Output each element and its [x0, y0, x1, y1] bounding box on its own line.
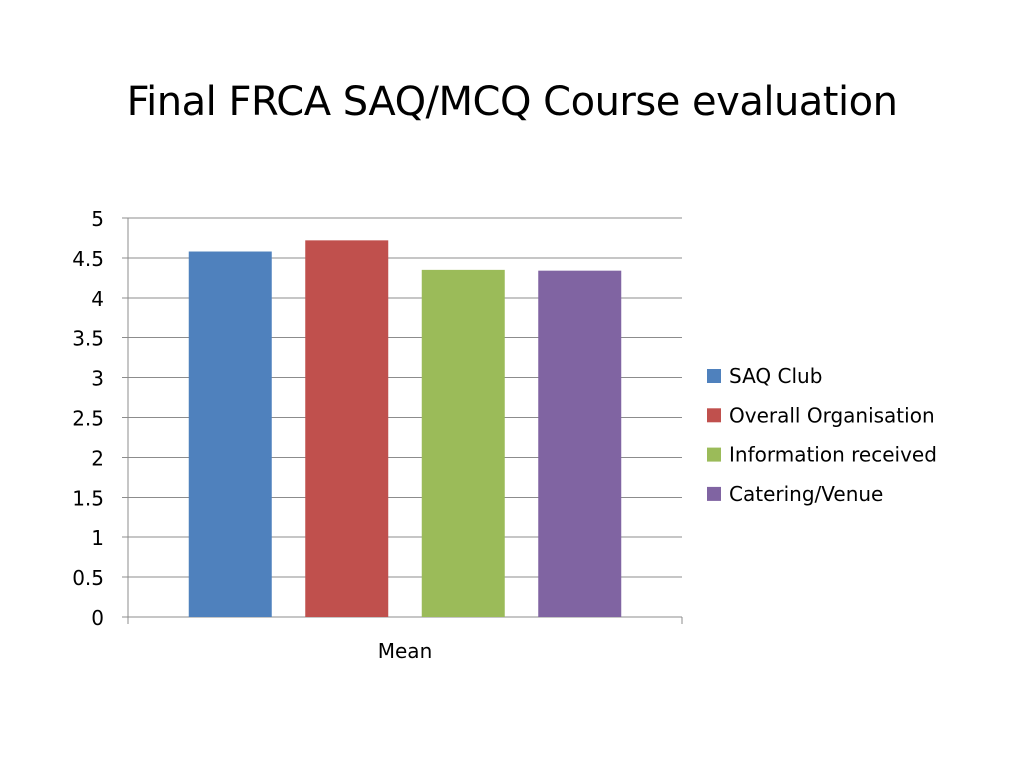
legend-label: Catering/Venue	[729, 482, 883, 506]
bar-catering-venue	[538, 270, 622, 617]
y-axis: 0 0.5 1 1.5 2 2.5 3 3.5 4 4.5 5	[72, 207, 129, 630]
legend-label: Overall Organisation	[729, 403, 935, 427]
y-tick-label: 3	[91, 367, 104, 391]
y-tick-label: 1	[91, 526, 104, 550]
slide-title: Final FRCA SAQ/MCQ Course evaluation	[126, 79, 898, 125]
x-axis: Mean	[127, 616, 683, 663]
y-tick-label: 4	[91, 287, 104, 311]
legend-swatch	[707, 447, 721, 462]
y-tick-label: 2	[91, 446, 104, 470]
y-tick-label: 2.5	[72, 407, 104, 431]
y-tick-label: 4.5	[72, 247, 104, 271]
y-tick-label: 3.5	[72, 327, 104, 351]
bar-overall-organisation	[305, 240, 389, 617]
y-tick-label: 0.5	[72, 566, 104, 590]
bar-information-received	[421, 269, 505, 617]
legend-swatch	[707, 486, 721, 501]
legend-label: SAQ Club	[729, 364, 822, 388]
bars	[188, 240, 622, 618]
legend-swatch	[707, 408, 721, 423]
legend-swatch	[707, 369, 721, 383]
x-category-label: Mean	[378, 639, 433, 663]
y-tick-label: 1.5	[72, 486, 104, 510]
legend-label: Information received	[729, 443, 937, 467]
bar-saq-club	[188, 251, 272, 618]
y-tick-label: 0	[91, 606, 104, 630]
legend: SAQ Club Overall Organisation Information …	[707, 364, 937, 506]
y-tick-label: 5	[91, 207, 104, 231]
